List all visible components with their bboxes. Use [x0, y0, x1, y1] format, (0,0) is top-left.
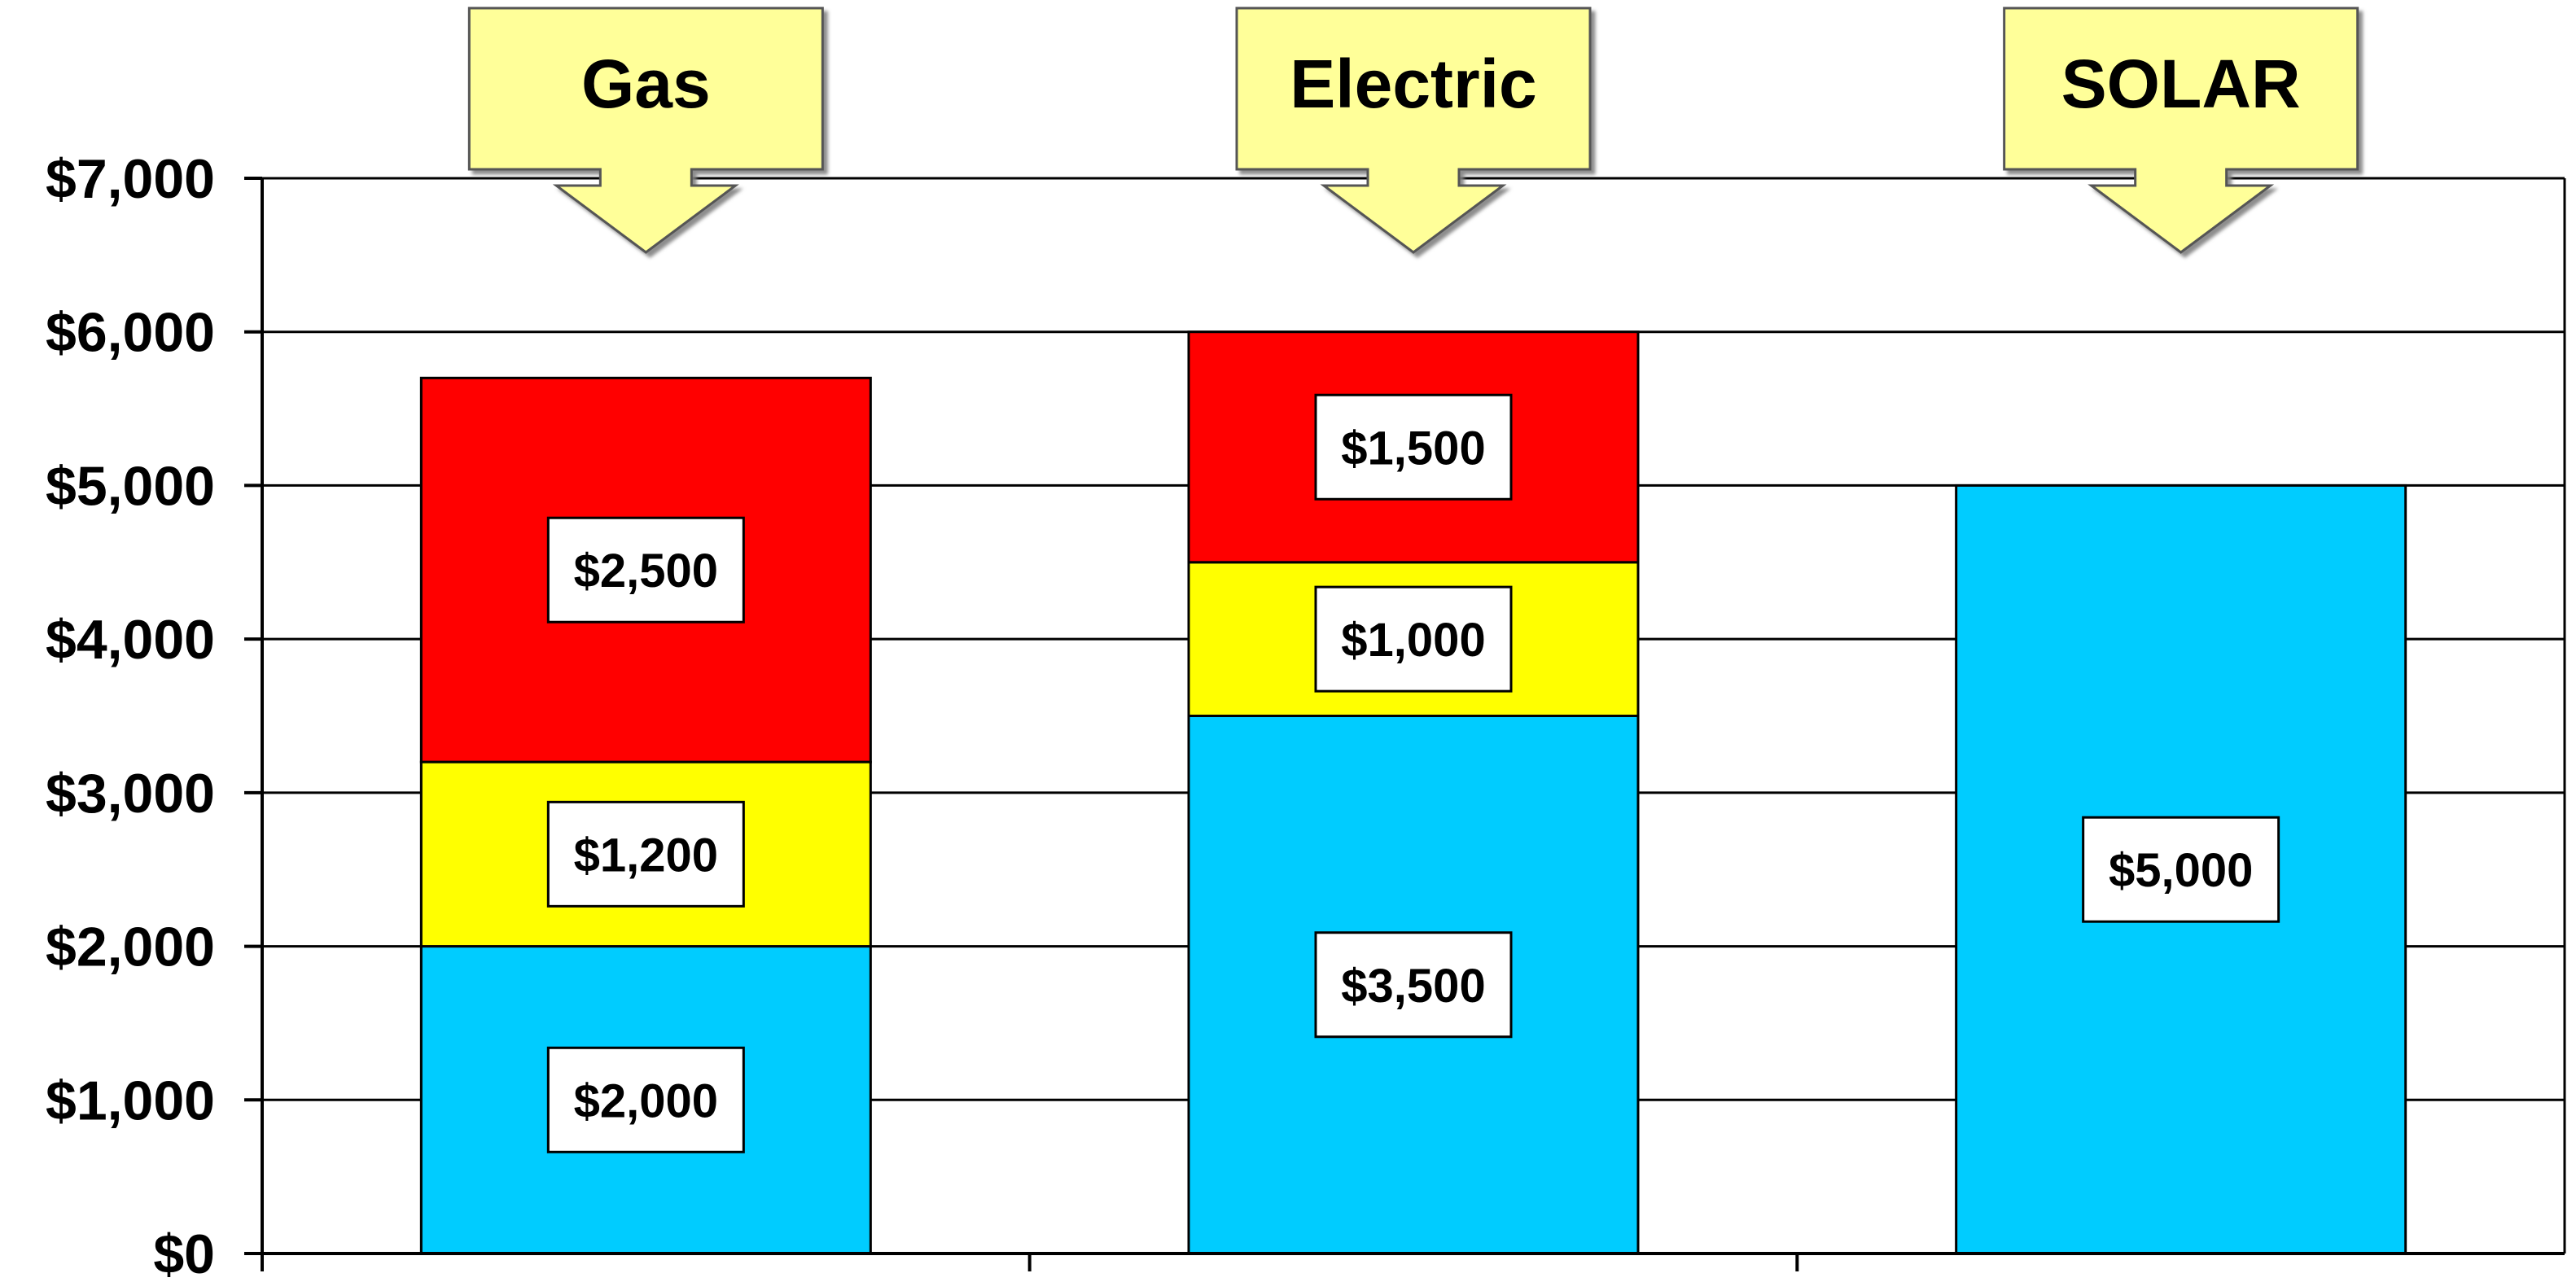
- data-label-box: [546, 516, 745, 623]
- data-label-box: [546, 1046, 745, 1153]
- callout-label: SOLAR: [2061, 46, 2301, 122]
- data-label: $3,500: [1341, 960, 1485, 1013]
- callout-arrow-shape: [467, 7, 824, 254]
- data-labels-layer: $2,000 $1,200 $2,500 $3,500 $1,000 $1,500 $5,0…: [546, 393, 2280, 1153]
- data-label: $1,200: [574, 829, 718, 882]
- y-tick-label: $7,000: [46, 148, 215, 210]
- callout-electric: [1235, 7, 1592, 254]
- y-tick-label: $0: [153, 1223, 215, 1282]
- callout-layer: Gas Electric SOLAR: [467, 7, 2359, 254]
- y-tick-label: $2,000: [46, 917, 215, 978]
- data-label: $1,000: [1341, 614, 1485, 667]
- callout-label: Gas: [581, 46, 711, 122]
- data-label: $2,500: [574, 545, 718, 597]
- y-tick-label: $1,000: [46, 1070, 215, 1131]
- data-label-box: [1314, 931, 1513, 1039]
- axis-layer: $0 $1,000 $2,000 $3,000 $4,000 $5,000 $6,000 $7…: [46, 148, 2565, 1282]
- y-tick-label: $6,000: [46, 302, 215, 364]
- callout-arrow-shape: [1235, 7, 1592, 254]
- data-label-box: [1314, 393, 1513, 501]
- y-tick-label: $4,000: [46, 609, 215, 671]
- callout-solar: [2003, 7, 2359, 254]
- data-label: $5,000: [2109, 844, 2253, 897]
- callout-arrow-shape: [2003, 7, 2359, 254]
- y-tick-label: $5,000: [46, 455, 215, 517]
- data-label-box: [546, 800, 745, 908]
- callout-gas: [467, 7, 824, 254]
- data-label: $2,000: [574, 1074, 718, 1127]
- data-label: $1,500: [1341, 422, 1485, 475]
- data-label-box: [1314, 585, 1513, 693]
- data-label-box: [2082, 816, 2280, 923]
- y-tick-label: $3,000: [46, 763, 215, 825]
- callout-label: Electric: [1290, 46, 1537, 122]
